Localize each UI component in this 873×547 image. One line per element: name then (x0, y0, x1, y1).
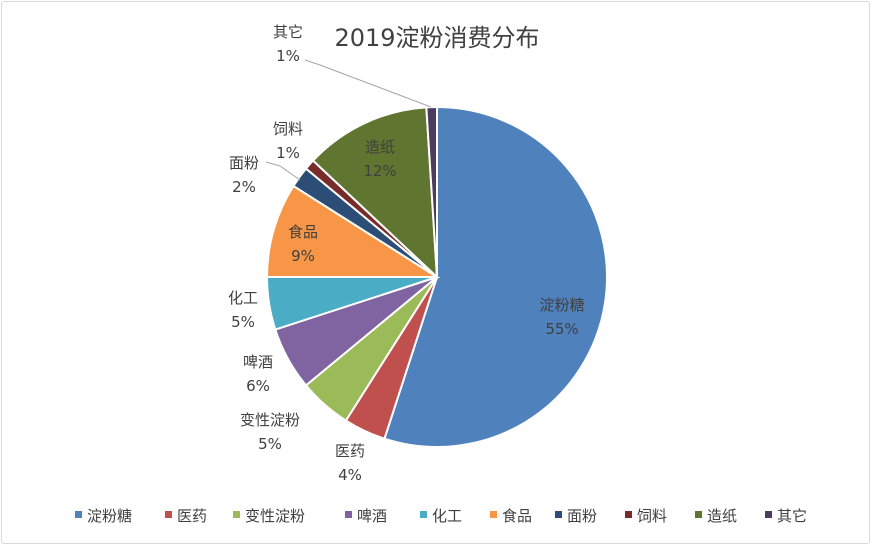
data-label-value: 5% (231, 313, 255, 331)
legend-label: 其它 (777, 507, 807, 525)
legend-label: 食品 (502, 507, 532, 525)
data-label-value: 2% (232, 178, 256, 196)
data-label-value: 1% (276, 47, 300, 65)
legend-swatch (555, 511, 562, 518)
leader-line (265, 161, 301, 181)
legend-swatch (420, 511, 427, 518)
data-label-category: 造纸 (365, 138, 395, 156)
legend-label: 造纸 (707, 507, 737, 525)
data-label-category: 变性淀粉 (240, 411, 300, 429)
data-label-category: 医药 (335, 442, 365, 460)
data-label-category: 饲料 (273, 120, 303, 138)
data-label-value: 9% (291, 247, 315, 265)
legend-label: 化工 (432, 507, 462, 525)
data-label-category: 面粉 (229, 154, 259, 172)
data-label-category: 其它 (273, 23, 303, 41)
legend-label: 面粉 (567, 507, 597, 525)
legend-swatch (165, 511, 172, 518)
legend-label: 饲料 (637, 507, 667, 525)
pie-slice-0 (383, 105, 608, 448)
data-label-category: 淀粉糖 (539, 296, 584, 314)
chart-title: 2019淀粉消费分布 (334, 24, 539, 52)
legend-label: 变性淀粉 (245, 507, 305, 525)
data-label-value: 55% (545, 320, 578, 338)
legend-swatch (765, 511, 772, 518)
legend-swatch (75, 511, 82, 518)
data-label-value: 12% (363, 162, 396, 180)
legend-swatch (345, 511, 352, 518)
pie-slice-9 (425, 105, 438, 278)
data-label-value: 6% (246, 377, 270, 395)
legend-swatch (695, 511, 702, 518)
data-label-category: 啤酒 (243, 353, 273, 371)
pie-slice-5 (265, 184, 441, 278)
legend-label: 医药 (177, 507, 207, 525)
legend-swatch (625, 511, 632, 518)
legend-swatch (233, 511, 240, 518)
data-label-category: 食品 (288, 223, 318, 241)
data-label-value: 1% (276, 144, 300, 162)
data-label-value: 4% (338, 466, 362, 484)
legend-label: 淀粉糖 (87, 507, 132, 525)
data-label-category: 化工 (228, 289, 258, 307)
pie-slice-8 (311, 106, 439, 280)
data-label-value: 5% (258, 435, 282, 453)
leader-line (304, 59, 432, 108)
legend-swatch (490, 511, 497, 518)
legend-label: 啤酒 (357, 507, 387, 525)
